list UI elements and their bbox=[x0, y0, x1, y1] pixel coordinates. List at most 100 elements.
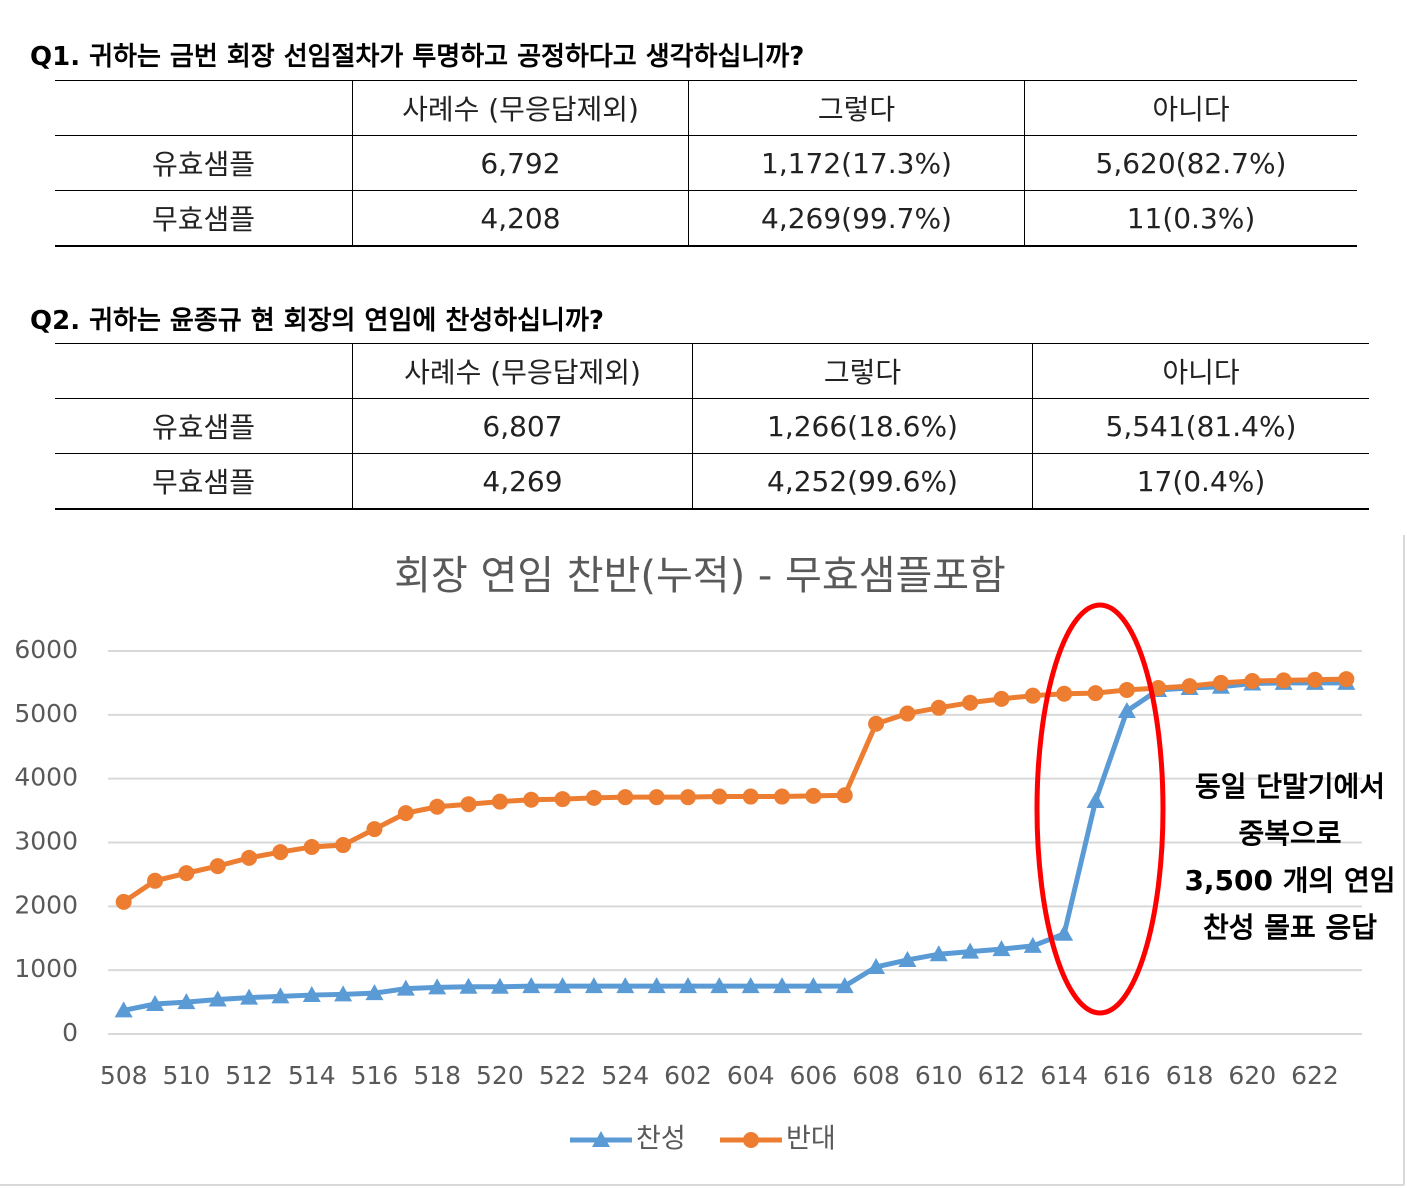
point bbox=[585, 789, 602, 806]
x-tick-label: 520 bbox=[476, 1061, 524, 1090]
point bbox=[1023, 936, 1042, 953]
point bbox=[271, 987, 290, 1004]
point bbox=[1275, 672, 1292, 689]
question-title: Q1. 귀하는 금번 회장 선임절차가 투명하고 공정하다고 생각하십니까? bbox=[30, 42, 805, 72]
y-tick-label: 0 bbox=[62, 1018, 78, 1047]
x-tick-label: 512 bbox=[225, 1061, 273, 1090]
x-tick-label: 612 bbox=[978, 1061, 1026, 1090]
point bbox=[335, 837, 352, 854]
x-tick-label: 622 bbox=[1291, 1061, 1339, 1090]
point bbox=[1338, 671, 1355, 688]
point bbox=[208, 990, 227, 1007]
header-cell: 그렇다 bbox=[688, 80, 1025, 136]
cell: 4,208 bbox=[352, 190, 689, 246]
header-cell: 사례수 (무응답제외) bbox=[352, 343, 693, 399]
point bbox=[1117, 702, 1136, 719]
point bbox=[302, 986, 321, 1003]
header-cell: 아니다 bbox=[1024, 80, 1357, 136]
point bbox=[1024, 687, 1041, 704]
table: 사례수 (무응답제외) 그렇다 아니다 유효샘플 6,792 1,172(17.3%) 5… bbox=[55, 80, 1357, 247]
annotation: 3,500 개의 연임 bbox=[1184, 864, 1395, 897]
point bbox=[147, 872, 164, 889]
y-tick-label: 3000 bbox=[14, 827, 78, 856]
point bbox=[584, 977, 603, 994]
cell: 5,541(81.4%) bbox=[1032, 398, 1369, 454]
legend-marker bbox=[592, 1131, 610, 1147]
row-label: 무효샘플 bbox=[151, 203, 256, 236]
cell: 4,252(99.6%) bbox=[692, 453, 1033, 509]
x-tick-label: 608 bbox=[852, 1061, 900, 1090]
table: 사례수 (무응답제외) 그렇다 아니다 유효샘플 6,807 1,266(18.6%) 5… bbox=[55, 343, 1369, 510]
x-tick-label: 604 bbox=[727, 1061, 775, 1090]
point bbox=[836, 787, 853, 804]
point bbox=[1118, 681, 1135, 698]
annotation: 찬성 몰표 응답 bbox=[1203, 911, 1377, 944]
x-tick-label: 618 bbox=[1166, 1061, 1214, 1090]
point bbox=[459, 977, 478, 994]
x-tick-label: 606 bbox=[790, 1061, 838, 1090]
point bbox=[899, 705, 916, 722]
point bbox=[774, 788, 791, 805]
legend-label: 찬성 bbox=[636, 1124, 686, 1155]
point bbox=[741, 977, 760, 994]
point bbox=[334, 985, 353, 1002]
header-cell bbox=[55, 81, 353, 136]
cell: 17(0.4%) bbox=[1032, 453, 1369, 509]
point bbox=[1181, 678, 1198, 695]
point bbox=[679, 789, 696, 806]
point bbox=[177, 993, 196, 1010]
y-tick-label: 2000 bbox=[14, 890, 78, 919]
point bbox=[303, 838, 320, 855]
point bbox=[429, 798, 446, 815]
point bbox=[114, 1001, 133, 1018]
x-tick-label: 614 bbox=[1040, 1061, 1088, 1090]
cell: 4,269(99.7%) bbox=[688, 190, 1025, 246]
point bbox=[209, 858, 226, 875]
point bbox=[711, 788, 728, 805]
y-tick-label: 4000 bbox=[14, 763, 78, 792]
cell: 1,266(18.6%) bbox=[692, 398, 1033, 454]
point bbox=[898, 950, 917, 967]
point bbox=[522, 977, 541, 994]
point bbox=[397, 805, 414, 822]
point bbox=[992, 940, 1011, 957]
row-label: 유효샘플 bbox=[151, 411, 256, 444]
point bbox=[804, 977, 823, 994]
point bbox=[773, 977, 792, 994]
point bbox=[930, 699, 947, 716]
point bbox=[553, 977, 572, 994]
x-tick-label: 610 bbox=[915, 1061, 963, 1090]
legend-marker bbox=[743, 1132, 759, 1148]
point bbox=[240, 988, 259, 1005]
point bbox=[1056, 685, 1073, 702]
x-tick-label: 620 bbox=[1228, 1061, 1276, 1090]
header-cell: 그렇다 bbox=[692, 343, 1033, 399]
x-tick-label: 524 bbox=[601, 1061, 649, 1090]
header-cell bbox=[55, 344, 353, 399]
x-tick-label: 616 bbox=[1103, 1061, 1151, 1090]
point bbox=[554, 791, 571, 808]
y-tick-label: 1000 bbox=[14, 954, 78, 983]
point bbox=[805, 787, 822, 804]
header-cell: 아니다 bbox=[1032, 343, 1369, 399]
x-tick-label: 602 bbox=[664, 1061, 712, 1090]
cell: 5,620(82.7%) bbox=[1024, 135, 1357, 191]
point bbox=[428, 978, 447, 995]
chart: 회장 연임 찬반(누적) - 무효샘플포함 0 1000 2000 3000 4000 5… bbox=[0, 535, 1405, 1186]
point bbox=[616, 977, 635, 994]
annotation: 동일 단말기에서 bbox=[1195, 770, 1385, 803]
point bbox=[835, 977, 854, 994]
cell: 1,172(17.3%) bbox=[688, 135, 1025, 191]
point bbox=[647, 977, 666, 994]
x-tick-label: 516 bbox=[351, 1061, 399, 1090]
point bbox=[962, 694, 979, 711]
cell: 4,269 bbox=[352, 453, 693, 509]
series-line bbox=[123, 680, 1347, 1013]
header-cell: 사례수 (무응답제외) bbox=[352, 80, 689, 136]
point bbox=[523, 791, 540, 808]
point bbox=[1087, 685, 1104, 702]
point bbox=[678, 977, 697, 994]
point bbox=[178, 865, 195, 882]
x-tick-label: 518 bbox=[413, 1061, 461, 1090]
